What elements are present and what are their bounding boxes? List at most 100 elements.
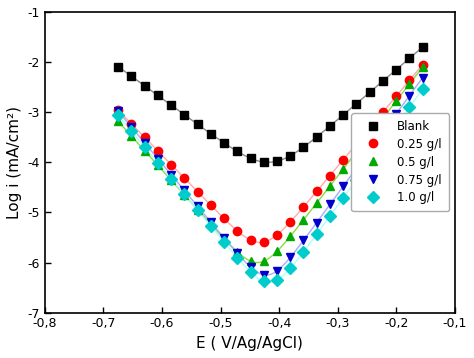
0.25 g/l [420, 62, 426, 67]
0.25 g/l [340, 158, 346, 162]
0.75 g/l [367, 148, 373, 152]
Blank [380, 79, 386, 83]
1.0 g/l [261, 279, 266, 284]
Blank [235, 149, 240, 154]
0.75 g/l [301, 238, 306, 243]
0.25 g/l [235, 229, 240, 233]
1.0 g/l [420, 87, 426, 91]
Line: 0.25 g/l: 0.25 g/l [114, 61, 427, 246]
0.25 g/l [221, 216, 227, 221]
0.25 g/l [393, 94, 399, 98]
0.5 g/l [393, 99, 399, 103]
Blank [221, 141, 227, 145]
Blank [274, 159, 280, 163]
0.5 g/l [314, 201, 319, 205]
Blank [155, 93, 161, 98]
0.5 g/l [380, 116, 386, 120]
0.5 g/l [327, 184, 333, 188]
0.75 g/l [182, 188, 187, 193]
Blank [354, 101, 359, 106]
1.0 g/l [221, 240, 227, 244]
Blank [208, 131, 214, 136]
1.0 g/l [327, 214, 333, 218]
0.25 g/l [354, 142, 359, 146]
1.0 g/l [301, 250, 306, 254]
1.0 g/l [208, 224, 214, 228]
0.5 g/l [155, 163, 161, 168]
1.0 g/l [195, 208, 201, 213]
0.25 g/l [208, 203, 214, 207]
0.25 g/l [301, 205, 306, 209]
0.75 g/l [287, 255, 293, 260]
1.0 g/l [367, 160, 373, 164]
Blank [247, 156, 253, 160]
0.5 g/l [115, 119, 121, 124]
1.0 g/l [274, 278, 280, 282]
1.0 g/l [314, 232, 319, 236]
0.5 g/l [420, 65, 426, 69]
0.25 g/l [274, 233, 280, 237]
0.75 g/l [168, 173, 174, 177]
0.5 g/l [168, 178, 174, 182]
Blank [407, 56, 412, 61]
Legend: Blank, 0.25 g/l, 0.5 g/l, 0.75 g/l, 1.0 g/l: Blank, 0.25 g/l, 0.5 g/l, 0.75 g/l, 1.0 … [351, 113, 449, 211]
0.75 g/l [235, 251, 240, 256]
Line: Blank: Blank [114, 43, 427, 166]
0.5 g/l [247, 259, 253, 263]
Blank [327, 124, 333, 128]
0.75 g/l [195, 204, 201, 208]
0.5 g/l [367, 133, 373, 137]
1.0 g/l [380, 141, 386, 146]
0.5 g/l [221, 236, 227, 241]
X-axis label: E ( V/Ag/AgCl): E ( V/Ag/AgCl) [196, 336, 303, 351]
Blank [195, 122, 201, 126]
0.75 g/l [247, 265, 253, 269]
0.75 g/l [327, 202, 333, 207]
0.25 g/l [168, 163, 174, 167]
Blank [393, 68, 399, 72]
Y-axis label: Log i (mA/cm²): Log i (mA/cm²) [7, 106, 22, 219]
1.0 g/l [340, 196, 346, 200]
1.0 g/l [287, 266, 293, 271]
0.5 g/l [274, 249, 280, 253]
0.75 g/l [407, 93, 412, 98]
0.75 g/l [115, 109, 121, 113]
0.25 g/l [287, 220, 293, 224]
Blank [168, 103, 174, 107]
0.75 g/l [208, 220, 214, 224]
0.25 g/l [327, 173, 333, 178]
0.75 g/l [340, 184, 346, 189]
0.5 g/l [261, 259, 266, 263]
Blank [261, 160, 266, 164]
0.75 g/l [420, 76, 426, 80]
Blank [420, 45, 426, 49]
Blank [314, 135, 319, 139]
0.25 g/l [128, 122, 134, 126]
0.5 g/l [407, 82, 412, 86]
1.0 g/l [142, 145, 147, 149]
0.75 g/l [142, 141, 147, 145]
Blank [367, 90, 373, 95]
0.75 g/l [128, 125, 134, 129]
0.25 g/l [261, 240, 266, 244]
0.25 g/l [142, 135, 147, 140]
0.5 g/l [195, 207, 201, 212]
Line: 0.5 g/l: 0.5 g/l [114, 63, 427, 265]
0.25 g/l [195, 190, 201, 194]
1.0 g/l [115, 113, 121, 117]
1.0 g/l [393, 123, 399, 127]
0.5 g/l [354, 150, 359, 154]
0.5 g/l [142, 149, 147, 153]
0.25 g/l [155, 149, 161, 153]
0.25 g/l [182, 176, 187, 180]
0.5 g/l [208, 222, 214, 226]
1.0 g/l [168, 176, 174, 181]
0.5 g/l [340, 167, 346, 171]
0.5 g/l [182, 193, 187, 197]
0.25 g/l [407, 78, 412, 83]
0.5 g/l [235, 250, 240, 254]
0.25 g/l [247, 238, 253, 242]
Blank [115, 64, 121, 69]
0.75 g/l [380, 130, 386, 134]
0.5 g/l [301, 218, 306, 222]
